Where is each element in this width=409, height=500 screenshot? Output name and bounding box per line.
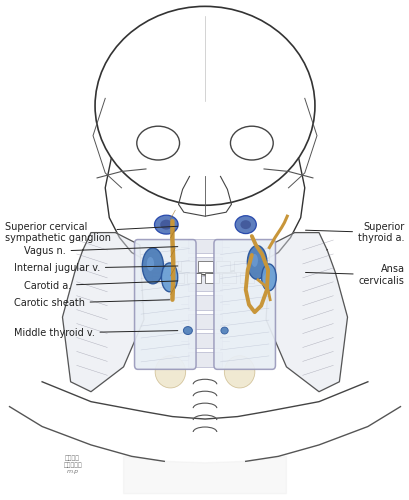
Bar <box>198 262 212 272</box>
Ellipse shape <box>234 216 256 234</box>
Bar <box>222 274 236 283</box>
Bar <box>180 262 195 272</box>
Ellipse shape <box>155 356 185 388</box>
Ellipse shape <box>146 257 154 271</box>
Bar <box>250 262 265 272</box>
Bar <box>187 333 222 348</box>
Bar <box>204 274 218 283</box>
Bar <box>187 274 201 283</box>
Ellipse shape <box>261 264 276 291</box>
Ellipse shape <box>247 246 266 280</box>
Text: Middle thyroid v.: Middle thyroid v. <box>13 328 178 338</box>
Bar <box>152 274 166 283</box>
Bar <box>187 276 222 291</box>
Ellipse shape <box>251 254 257 267</box>
Text: Internal jugular v.: Internal jugular v. <box>13 264 178 274</box>
Ellipse shape <box>160 220 172 230</box>
Polygon shape <box>265 232 347 392</box>
Ellipse shape <box>224 356 254 388</box>
Bar <box>187 258 222 272</box>
Bar <box>239 274 253 283</box>
Bar <box>187 314 222 329</box>
Bar <box>187 352 222 367</box>
Text: Vagus n.: Vagus n. <box>24 246 178 256</box>
Text: Superior
thyroid a.: Superior thyroid a. <box>305 222 404 244</box>
Text: Superior cervical
sympathetic ganglion: Superior cervical sympathetic ganglion <box>5 222 178 244</box>
Text: Carotid a.: Carotid a. <box>24 281 178 291</box>
Polygon shape <box>62 232 144 392</box>
Ellipse shape <box>183 326 192 334</box>
Bar <box>216 262 230 272</box>
Bar <box>233 262 247 272</box>
Ellipse shape <box>154 215 178 234</box>
Ellipse shape <box>161 263 177 292</box>
Text: شيرى
القيد
m.p: شيرى القيد m.p <box>63 456 82 474</box>
Ellipse shape <box>240 220 250 229</box>
Bar <box>187 295 222 310</box>
Bar <box>163 262 177 272</box>
Polygon shape <box>123 456 286 494</box>
Ellipse shape <box>220 327 228 334</box>
Text: Carotic sheath: Carotic sheath <box>13 298 169 308</box>
Text: Ansa
cervicalis: Ansa cervicalis <box>305 264 404 285</box>
FancyBboxPatch shape <box>213 240 275 370</box>
Ellipse shape <box>142 248 163 284</box>
Bar <box>169 274 183 283</box>
Bar <box>187 238 222 254</box>
Bar <box>146 262 160 272</box>
FancyBboxPatch shape <box>134 240 196 370</box>
